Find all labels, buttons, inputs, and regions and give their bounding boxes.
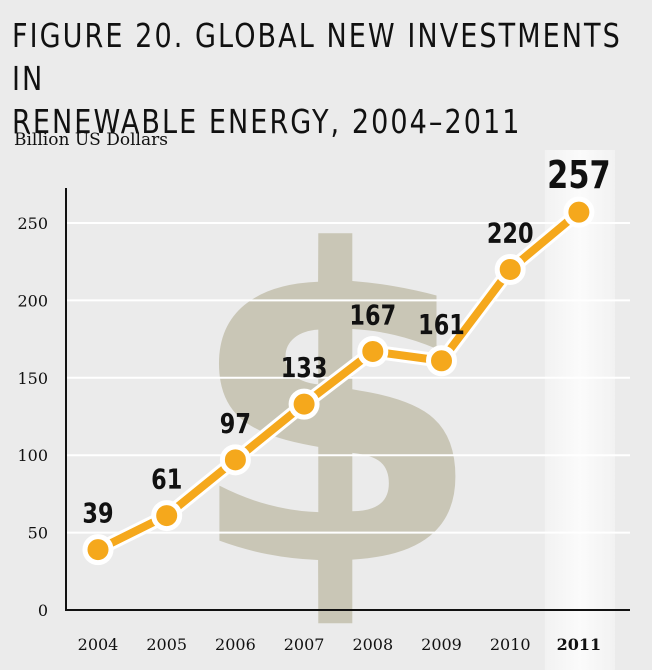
y-tick-0: 0 [38, 601, 48, 620]
x-tick-2009: 2009 [421, 635, 462, 654]
data-label-2009: 161 [418, 307, 465, 340]
x-tick-2007: 2007 [284, 635, 325, 654]
data-point-2010 [494, 253, 526, 285]
chart-title-line-1: FIGURE 20. GLOBAL NEW INVESTMENTS IN [12, 16, 622, 98]
x-tick-2005: 2005 [146, 635, 187, 654]
data-point-2004 [82, 534, 114, 566]
data-point-2006 [219, 444, 251, 476]
y-tick-200: 200 [17, 291, 48, 310]
x-tick-2004: 2004 [78, 635, 119, 654]
chart-title-line-2: RENEWABLE ENERGY, 2004–2011 [12, 102, 522, 141]
data-label-2010: 220 [487, 216, 534, 249]
x-tick-2011: 2011 [557, 635, 602, 654]
data-point-2011 [563, 196, 595, 228]
x-tick-2008: 2008 [352, 635, 393, 654]
dollar-symbol-icon: $ [185, 162, 484, 662]
data-label-2005: 61 [151, 462, 182, 495]
data-point-2008 [357, 335, 389, 367]
data-point-2009 [426, 345, 457, 377]
data-point-2007 [288, 388, 320, 420]
data-label-2011: 257 [547, 154, 610, 198]
y-tick-50: 50 [28, 524, 48, 543]
chart-title: FIGURE 20. GLOBAL NEW INVESTMENTS IN REN… [12, 14, 643, 143]
y-tick-250: 250 [17, 214, 48, 233]
data-point-2005 [151, 500, 183, 532]
y-tick-150: 150 [17, 369, 48, 388]
data-label-2004: 39 [82, 496, 113, 529]
y-axis-unit-label: Billion US Dollars [14, 130, 168, 150]
data-label-2007: 133 [281, 351, 328, 384]
data-label-2008: 167 [349, 298, 396, 331]
x-tick-2010: 2010 [490, 635, 531, 654]
x-tick-2006: 2006 [215, 635, 256, 654]
y-tick-100: 100 [17, 446, 48, 465]
data-label-2006: 97 [220, 406, 251, 439]
